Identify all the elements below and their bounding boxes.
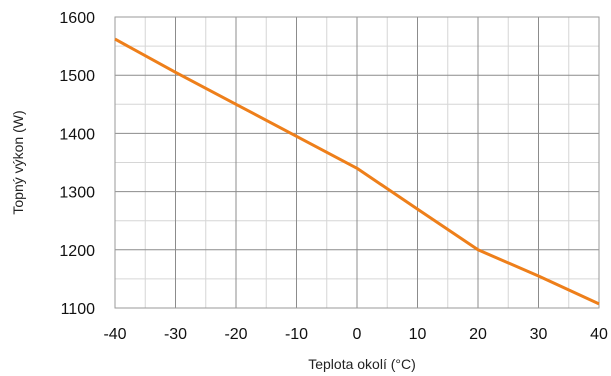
y-tick-label: 1600 — [59, 10, 95, 27]
y-tick-label: 1100 — [61, 301, 96, 318]
x-tick-labels: -40 -30 -20 -10 0 10 20 30 40 — [103, 326, 608, 343]
x-tick-label: 30 — [530, 326, 548, 343]
y-tick-label: 1400 — [59, 126, 95, 143]
series-line-0 — [114, 37, 600, 306]
x-tick-label: 20 — [469, 326, 487, 343]
x-tick-label: -40 — [103, 326, 126, 343]
x-tick-label: -20 — [224, 326, 247, 343]
x-tick-label: -30 — [164, 326, 187, 343]
x-tick-label: 10 — [409, 326, 427, 343]
x-tick-label: 40 — [590, 326, 608, 343]
y-axis-label: Topný výkon (W) — [10, 110, 26, 214]
y-tick-label: 1200 — [59, 243, 95, 260]
y-tick-labels: 1100 1200 1300 1400 1500 1600 — [59, 10, 95, 318]
x-axis-label: Teplota okolí (°C) — [308, 356, 416, 372]
y-tick-label: 1300 — [59, 185, 95, 202]
y-tick-label: 1500 — [59, 68, 95, 85]
x-tick-label: 0 — [353, 326, 362, 343]
series-layer — [114, 37, 600, 306]
plot-frame — [114, 16, 600, 309]
x-tick-label: -10 — [285, 326, 308, 343]
